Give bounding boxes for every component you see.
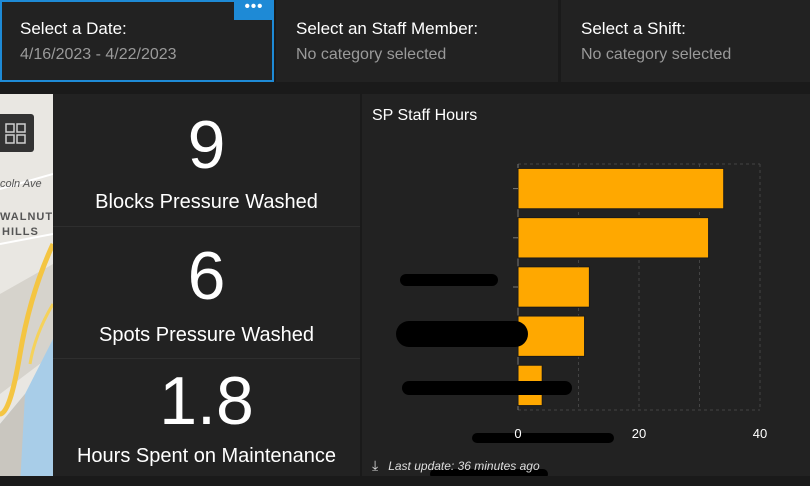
- indicator-value: 1.8: [159, 363, 254, 439]
- indicator-caption: Blocks Pressure Washed: [95, 191, 318, 213]
- indicator-maintenance: 1.8 Hours Spent on Maintenance: [53, 359, 360, 486]
- x-tick-label: 20: [632, 426, 646, 441]
- staff-hours-chart[interactable]: Kevin02040: [362, 94, 810, 486]
- redaction-mark: [396, 321, 528, 347]
- download-icon[interactable]: ⤓: [372, 457, 379, 473]
- map-graphic: [0, 94, 53, 486]
- staff-filter-value: No category selected: [296, 46, 447, 63]
- indicator-value: 9: [187, 107, 226, 183]
- shift-filter-value: No category selected: [581, 46, 732, 63]
- bar[interactable]: [517, 315, 586, 357]
- chart-title: SP Staff Hours: [372, 107, 478, 124]
- date-filter-value: 4/16/2023 - 4/22/2023: [20, 46, 177, 63]
- bar[interactable]: [517, 266, 590, 308]
- map-label-street: coln Ave: [0, 178, 42, 190]
- staff-filter[interactable]: Select an Staff Member: No category sele…: [276, 0, 558, 82]
- shift-filter-label: Select a Shift:: [581, 19, 686, 38]
- bottom-strip: [0, 476, 810, 486]
- bar[interactable]: [517, 167, 725, 210]
- map-layers-button[interactable]: [0, 114, 34, 152]
- map-view[interactable]: coln Ave WALNUT HILLS: [0, 94, 53, 486]
- grid-icon: [5, 123, 26, 144]
- indicator-caption: Spots Pressure Washed: [99, 324, 314, 346]
- indicator-divider: [53, 358, 360, 359]
- bar[interactable]: [517, 217, 710, 259]
- x-tick-label: 40: [753, 426, 767, 441]
- indicator-divider: [53, 226, 360, 227]
- chart-footer: ⤓ Last update: 36 minutes ago: [372, 457, 540, 474]
- redaction-mark: [400, 274, 498, 286]
- more-options-button[interactable]: •••: [234, 0, 274, 20]
- shift-filter[interactable]: Select a Shift: No category selected: [561, 0, 810, 82]
- indicator-blocks: 9 Blocks Pressure Washed: [53, 94, 360, 226]
- x-tick-label: 0: [514, 426, 521, 441]
- redaction-mark: [402, 381, 572, 395]
- staff-hours-chart-panel: Kevin02040 SP Staff Hours ⤓Last update: …: [362, 94, 810, 486]
- date-filter[interactable]: Select a Date: 4/16/2023 - 4/22/2023 •••: [0, 0, 274, 82]
- indicator-value: 6: [187, 238, 226, 314]
- indicator-caption: Hours Spent on Maintenance: [76, 445, 337, 467]
- staff-filter-label: Select an Staff Member:: [296, 19, 479, 38]
- indicator-panel: 9 Blocks Pressure Washed 6 Spots Pressur…: [53, 94, 360, 486]
- map-label-neighborhood-2: HILLS: [2, 226, 39, 238]
- last-update-text: Last update: 36 minutes ago: [388, 459, 540, 473]
- indicator-spots: 6 Spots Pressure Washed: [53, 227, 360, 358]
- redaction-mark: [472, 433, 614, 443]
- map-label-neighborhood-1: WALNUT: [0, 211, 53, 223]
- date-filter-label: Select a Date:: [20, 19, 127, 38]
